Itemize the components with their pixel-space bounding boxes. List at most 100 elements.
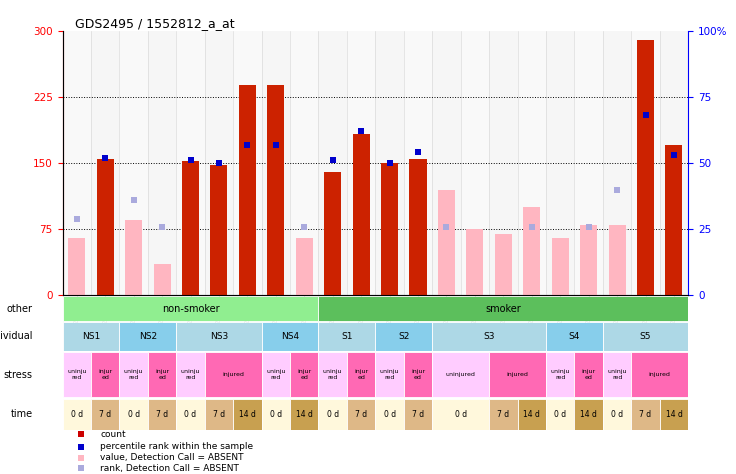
Bar bbox=[546, 399, 574, 430]
Text: 7 d: 7 d bbox=[640, 410, 651, 419]
Text: 0 d: 0 d bbox=[270, 410, 282, 419]
Text: injured: injured bbox=[649, 372, 670, 377]
Bar bbox=[409, 159, 427, 295]
Text: 7 d: 7 d bbox=[412, 410, 424, 419]
Bar bbox=[261, 352, 290, 397]
Text: uninju
red: uninju red bbox=[124, 369, 144, 380]
Bar bbox=[603, 31, 631, 295]
Text: 0 d: 0 d bbox=[327, 410, 339, 419]
Bar bbox=[381, 163, 398, 295]
Bar bbox=[63, 352, 91, 397]
Bar bbox=[375, 31, 404, 295]
Bar bbox=[233, 399, 261, 430]
Text: 14 d: 14 d bbox=[239, 410, 256, 419]
Bar bbox=[205, 352, 261, 397]
Bar bbox=[261, 322, 319, 351]
Bar bbox=[347, 399, 375, 430]
Bar bbox=[177, 322, 261, 351]
Bar bbox=[603, 352, 631, 397]
Bar bbox=[63, 31, 91, 295]
Bar bbox=[375, 322, 432, 351]
Bar bbox=[261, 31, 290, 295]
Text: count: count bbox=[100, 430, 126, 439]
Text: uninju
red: uninju red bbox=[607, 369, 627, 380]
Text: S1: S1 bbox=[342, 332, 353, 341]
Bar bbox=[574, 31, 603, 295]
Bar bbox=[182, 161, 199, 295]
Text: 0 d: 0 d bbox=[127, 410, 140, 419]
Text: GDS2495 / 1552812_a_at: GDS2495 / 1552812_a_at bbox=[75, 17, 235, 30]
Bar bbox=[267, 85, 284, 295]
Bar bbox=[489, 31, 517, 295]
Text: injur
ed: injur ed bbox=[354, 369, 368, 380]
Bar bbox=[63, 296, 319, 321]
Bar bbox=[154, 264, 171, 295]
Bar bbox=[210, 165, 227, 295]
Bar bbox=[631, 352, 688, 397]
Bar bbox=[375, 352, 404, 397]
Text: 0 d: 0 d bbox=[554, 410, 566, 419]
Bar bbox=[319, 322, 375, 351]
Text: injur
ed: injur ed bbox=[581, 369, 595, 380]
Bar bbox=[552, 238, 569, 295]
Text: uninju
red: uninju red bbox=[551, 369, 570, 380]
Bar bbox=[177, 352, 205, 397]
Bar bbox=[404, 31, 432, 295]
Text: 7 d: 7 d bbox=[99, 410, 111, 419]
Text: NS1: NS1 bbox=[82, 332, 100, 341]
Bar bbox=[631, 399, 659, 430]
Text: 14 d: 14 d bbox=[665, 410, 682, 419]
Bar bbox=[68, 238, 85, 295]
Text: 0 d: 0 d bbox=[611, 410, 623, 419]
Bar bbox=[296, 238, 313, 295]
Bar bbox=[603, 399, 631, 430]
Text: time: time bbox=[10, 410, 32, 419]
Bar bbox=[631, 31, 659, 295]
Bar bbox=[432, 352, 489, 397]
Text: 7 d: 7 d bbox=[156, 410, 168, 419]
Bar bbox=[432, 322, 546, 351]
Text: 7 d: 7 d bbox=[213, 410, 225, 419]
Bar bbox=[148, 31, 177, 295]
Text: 0 d: 0 d bbox=[383, 410, 396, 419]
Text: 0 d: 0 d bbox=[71, 410, 83, 419]
Text: 0 d: 0 d bbox=[455, 410, 467, 419]
Text: S3: S3 bbox=[484, 332, 495, 341]
Bar bbox=[91, 399, 119, 430]
Text: S2: S2 bbox=[398, 332, 409, 341]
Text: NS3: NS3 bbox=[210, 332, 228, 341]
Text: other: other bbox=[7, 303, 32, 313]
Bar bbox=[432, 31, 461, 295]
Text: S5: S5 bbox=[640, 332, 651, 341]
Bar bbox=[148, 399, 177, 430]
Bar bbox=[461, 31, 489, 295]
Bar bbox=[495, 234, 512, 295]
Text: injur
ed: injur ed bbox=[98, 369, 113, 380]
Text: uninju
red: uninju red bbox=[181, 369, 200, 380]
Text: NS2: NS2 bbox=[139, 332, 157, 341]
Bar bbox=[609, 225, 626, 295]
Bar bbox=[489, 399, 517, 430]
Bar bbox=[63, 322, 119, 351]
Bar bbox=[324, 172, 342, 295]
Bar bbox=[119, 31, 148, 295]
Bar bbox=[546, 322, 603, 351]
Bar bbox=[438, 190, 455, 295]
Text: 14 d: 14 d bbox=[523, 410, 540, 419]
Bar bbox=[347, 31, 375, 295]
Bar bbox=[239, 85, 256, 295]
Bar bbox=[290, 352, 319, 397]
Bar bbox=[319, 296, 688, 321]
Bar bbox=[290, 31, 319, 295]
Bar bbox=[375, 399, 404, 430]
Bar bbox=[580, 225, 597, 295]
Bar bbox=[659, 399, 688, 430]
Text: injured: injured bbox=[506, 372, 528, 377]
Bar bbox=[148, 352, 177, 397]
Bar bbox=[574, 352, 603, 397]
Bar bbox=[205, 31, 233, 295]
Bar bbox=[523, 207, 540, 295]
Text: uninju
red: uninju red bbox=[266, 369, 286, 380]
Text: 7 d: 7 d bbox=[498, 410, 509, 419]
Bar bbox=[233, 31, 261, 295]
